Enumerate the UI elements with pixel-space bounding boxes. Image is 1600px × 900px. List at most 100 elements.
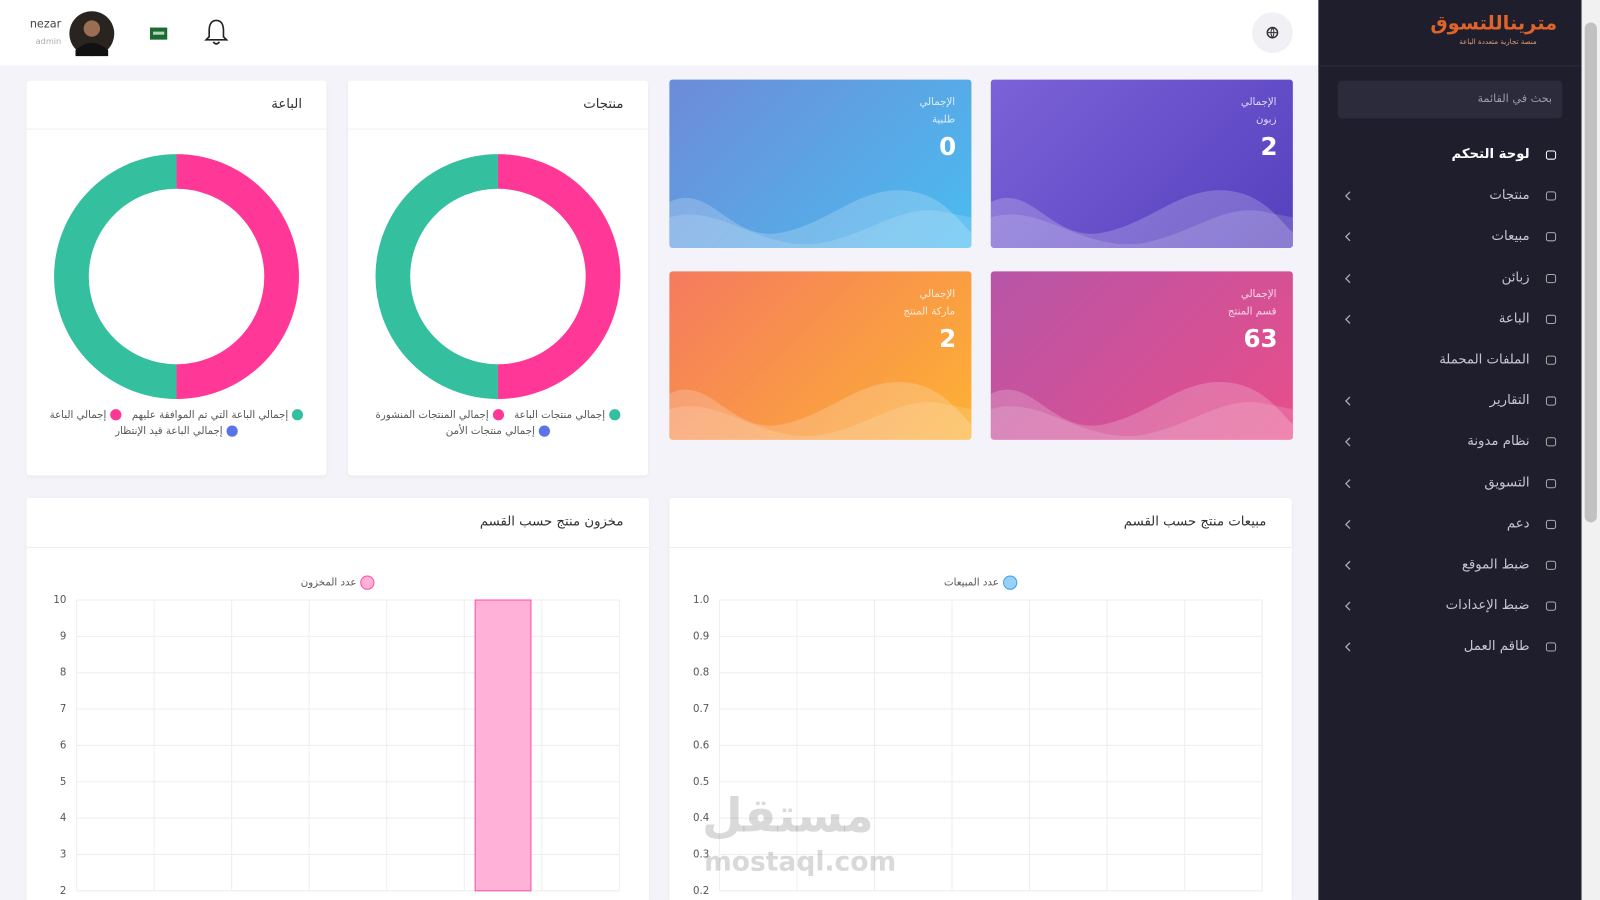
card-divider [26, 128, 327, 130]
submenu-chevron [1344, 191, 1351, 201]
scrollbar[interactable] [1581, 0, 1600, 900]
card-value: 63 [1243, 324, 1278, 354]
chevron [1344, 314, 1351, 324]
card-divider [26, 546, 649, 548]
search-placeholder: بحث في القائمة [1477, 91, 1553, 106]
legend-label: إجمالي الباعة [49, 409, 107, 421]
card-subtitle: قسم المنتج [1227, 306, 1277, 318]
legend-item: عدد المخزون [301, 575, 375, 590]
menu-item[interactable]: التسويق [1327, 463, 1572, 504]
chevron [1344, 560, 1351, 570]
submenu-chevron [1344, 273, 1351, 283]
menu-icon [1545, 478, 1557, 488]
menu-item[interactable]: منتجات [1327, 176, 1572, 217]
chevron [1344, 519, 1351, 529]
sidebar: متريناللتسوق منصة تجارية متعددة الباعة ب… [1318, 0, 1582, 900]
icon-shape [1545, 150, 1557, 160]
menu-label: الملفات المحملة [1439, 352, 1530, 368]
stat-card: الإجمالي زبون 2 [990, 79, 1293, 248]
icon-shape [1545, 232, 1557, 242]
submenu-chevron [1344, 396, 1351, 406]
legend-swatch [226, 424, 238, 437]
chevron [1344, 273, 1351, 283]
menu-item[interactable]: نظام مدونة [1327, 422, 1572, 463]
wave [669, 210, 972, 248]
chart-card: مبيعات منتج حسب القسم عدد المبيعات [669, 497, 1292, 900]
submenu-chevron [1344, 314, 1351, 324]
menu-item[interactable]: ضبط الموقع [1327, 545, 1572, 586]
legend-label: عدد المبيعات [943, 577, 999, 589]
submenu-chevron [1344, 437, 1351, 447]
icon-shape [1545, 560, 1557, 570]
card-title: الإجمالي [1240, 96, 1277, 109]
icon-shape [1545, 601, 1557, 611]
icon-shape [1545, 519, 1557, 529]
legend-label: إجمالي منتجات الأمن [445, 425, 535, 437]
card-subtitle: زبون [1255, 114, 1277, 126]
icon-shape [1545, 314, 1557, 324]
logo-tagline: منصة تجارية متعددة الباعة [1459, 37, 1537, 46]
scrollbar-thumb[interactable] [1584, 22, 1597, 523]
card-value: 2 [939, 324, 957, 354]
menu-item[interactable]: طاقم العمل [1327, 627, 1572, 668]
language-flag[interactable] [149, 27, 168, 40]
legend-swatch [492, 409, 504, 421]
user-name: nezar [29, 17, 62, 31]
submenu-chevron [1344, 232, 1351, 242]
menu-label: ضبط الموقع [1461, 557, 1530, 573]
top-bar: nezar admin [0, 0, 1319, 66]
legend-item: إجمالي المنتجات المنشورة [376, 409, 504, 421]
menu-label: منتجات [1489, 187, 1530, 204]
legend-label: إجمالي المنتجات المنشورة [375, 409, 489, 421]
card-wave [990, 190, 1293, 248]
legend-swatch [538, 424, 551, 437]
stat-card: الإجمالي قسم المنتج 63 [990, 271, 1293, 440]
menu-search[interactable]: بحث في القائمة [1337, 80, 1563, 119]
wave [669, 190, 972, 248]
menu-item[interactable]: دعم [1327, 504, 1572, 545]
chevron [1344, 396, 1351, 406]
card-title: الإجمالي [919, 288, 956, 300]
submenu-chevron [1344, 642, 1351, 652]
chart-title: مخزون منتج حسب القسم [479, 514, 624, 530]
user-role: admin [35, 36, 62, 46]
chart-card: منتجات إجمالي منتجات الباعة إجمالي المنتجا… [347, 80, 648, 476]
menu-icon [1545, 396, 1557, 406]
menu-label: التقارير [1489, 393, 1530, 409]
legend: إجمالي الباعة التي تم الموافقة عليهم إجما… [37, 409, 317, 437]
avatar[interactable] [67, 9, 116, 58]
card-value: 2 [1260, 132, 1278, 162]
legend-swatch [110, 409, 122, 421]
chart-title: مبيعات منتج حسب القسم [1123, 514, 1267, 530]
logo[interactable]: متريناللتسوق [1430, 12, 1558, 35]
submenu-chevron [1344, 560, 1351, 570]
chevron [1344, 437, 1351, 447]
submenu-chevron [1344, 478, 1351, 488]
legend-item: إجمالي الباعة [50, 409, 122, 421]
globe-button[interactable] [1251, 11, 1294, 54]
menu-item[interactable]: زبائن [1327, 258, 1572, 299]
card-wave [990, 382, 1293, 440]
menu-item[interactable]: لوحة التحكم [1327, 135, 1572, 176]
menu-item[interactable]: ضبط الإعدادات [1327, 586, 1572, 627]
menu-icon [1545, 232, 1557, 242]
icon-shape [1545, 437, 1557, 447]
menu-label: لوحة التحكم [1451, 146, 1530, 163]
icon-shape [1545, 191, 1557, 201]
chart-card: الباعة إجمالي الباعة التي تم الموافقة علي… [26, 80, 327, 476]
menu-item[interactable]: الباعة [1327, 299, 1572, 340]
card-divider [669, 546, 1292, 548]
menu-item[interactable]: التقارير [1327, 381, 1572, 422]
menu-item[interactable]: مبيعات [1327, 217, 1572, 258]
wave [990, 210, 1293, 248]
wave [990, 402, 1293, 440]
card-subtitle: ماركة المنتج [903, 306, 956, 318]
legend-label: إجمالي الباعة قيد الإنتظار [115, 425, 223, 437]
menu-label: ضبط الإعدادات [1445, 598, 1530, 614]
card-wave [669, 382, 972, 440]
notifications-bell[interactable] [204, 17, 229, 46]
icon-shape [1545, 642, 1557, 652]
menu-item[interactable]: الملفات المحملة [1327, 340, 1572, 381]
icon-shape [1545, 478, 1557, 488]
